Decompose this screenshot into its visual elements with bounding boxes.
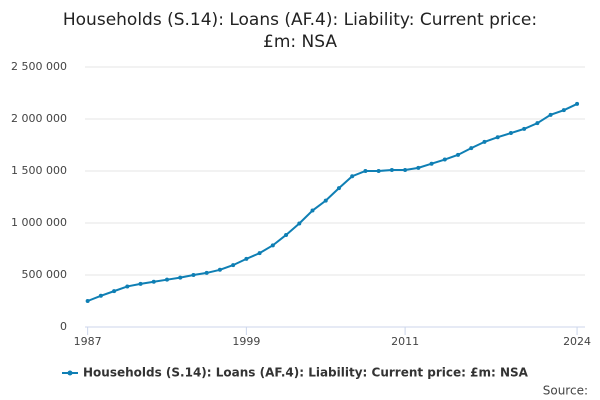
point [389, 167, 394, 172]
legend-label: Households (S.14): Loans (AF.4): Liabili… [83, 366, 529, 380]
point [204, 270, 209, 275]
x-tick-label: 1999 [232, 335, 260, 348]
point [297, 221, 302, 226]
point [138, 281, 143, 286]
x-tick-label: 1987 [74, 335, 102, 348]
point [244, 256, 249, 261]
point [112, 289, 117, 294]
legend-marker [67, 370, 73, 376]
y-tick-label: 1 500 000 [11, 164, 67, 177]
line [87, 103, 578, 302]
point [442, 157, 447, 162]
point [403, 167, 408, 172]
point [125, 284, 130, 289]
point [336, 186, 341, 191]
point [522, 126, 527, 131]
point [376, 169, 381, 173]
point [575, 101, 580, 106]
point [535, 121, 540, 126]
point [217, 267, 222, 272]
point [284, 232, 289, 237]
point [191, 273, 196, 277]
point [257, 251, 262, 256]
point [310, 208, 315, 213]
point [178, 275, 183, 280]
point [363, 169, 368, 173]
point [548, 112, 553, 117]
point [98, 293, 103, 298]
chart-title: Households (S.14): Loans (AF.4): Liabili… [63, 10, 537, 52]
point [270, 243, 275, 248]
y-tick-label: 1 000 000 [11, 216, 67, 229]
x-tick-label: 2011 [391, 335, 419, 348]
y-tick-label: 2 000 000 [11, 112, 67, 125]
x-tick-label: 2024 [563, 335, 591, 348]
point [350, 174, 355, 179]
point [482, 139, 487, 144]
point [508, 131, 513, 136]
point [469, 146, 474, 151]
point [231, 263, 236, 268]
point [85, 299, 90, 303]
point [456, 152, 461, 157]
point [323, 198, 328, 203]
source: Source: [543, 384, 588, 398]
point [165, 277, 170, 282]
point [151, 279, 156, 284]
y-tick-label: 500 000 [22, 268, 68, 281]
point [416, 165, 421, 170]
y-tick-label: 2 500 000 [11, 60, 67, 73]
y-tick-label: 0 [60, 320, 67, 333]
point [561, 108, 566, 113]
point [495, 135, 500, 140]
point [429, 161, 434, 166]
